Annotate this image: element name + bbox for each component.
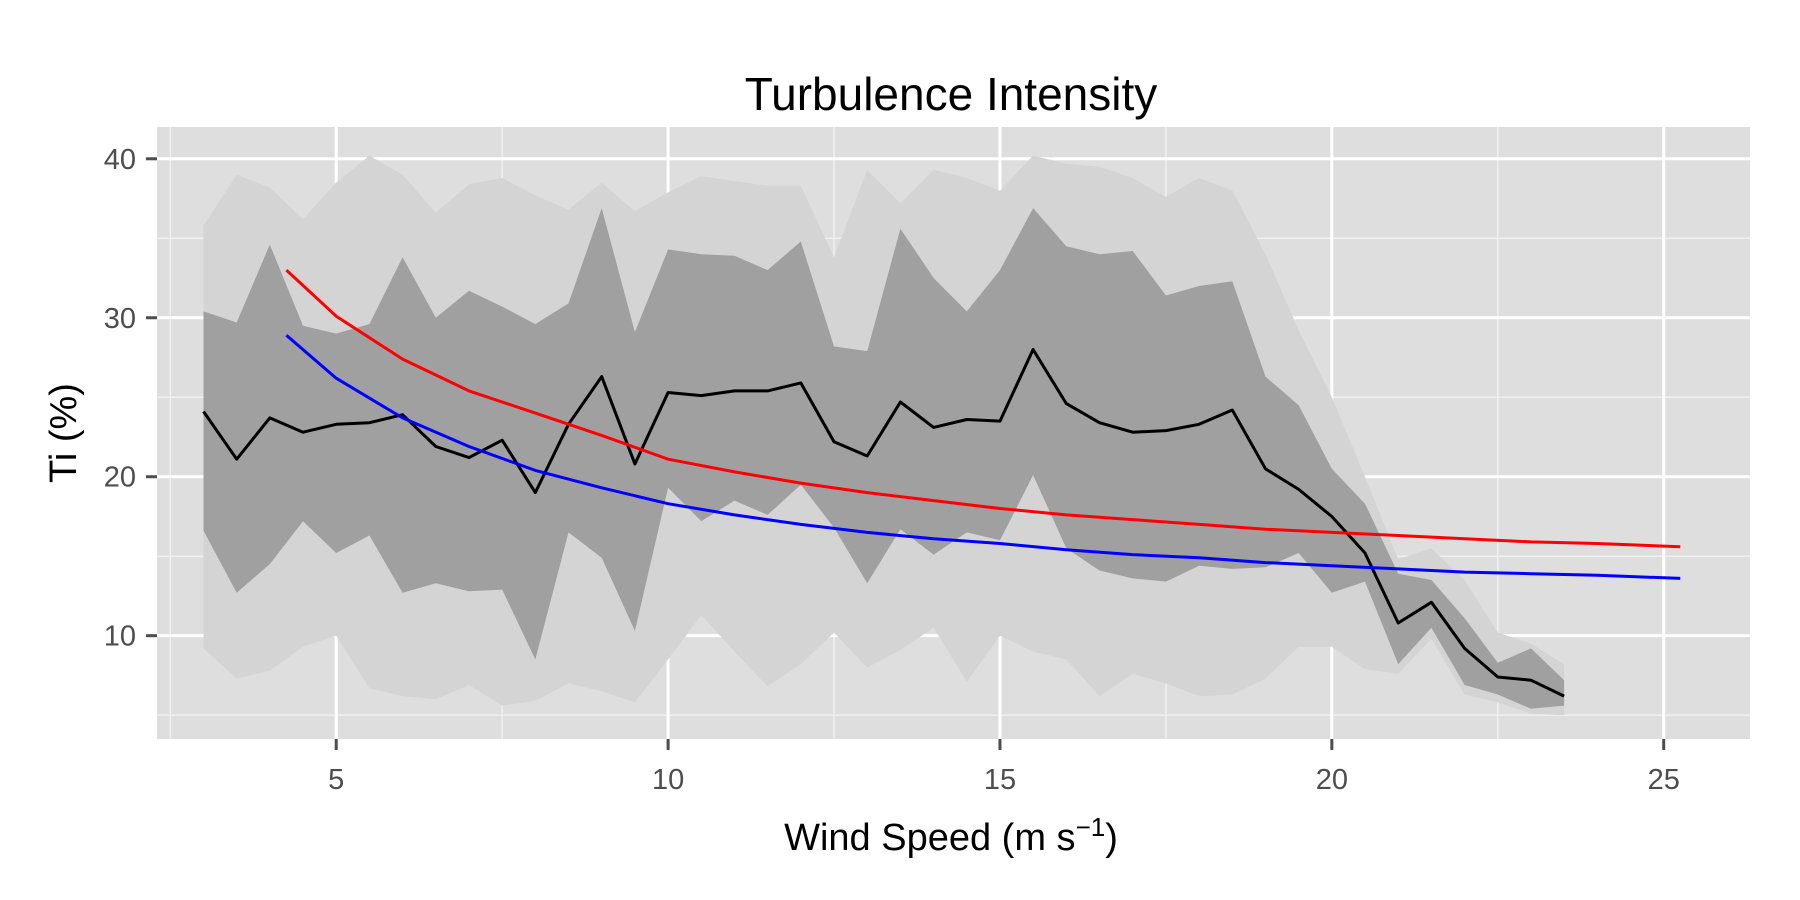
inner-percentile-band: [203, 208, 1565, 709]
x-tick-label: 20: [1316, 764, 1348, 796]
x-axis-title: Wind Speed (m s−1): [784, 812, 1118, 859]
x-axis-title-main: Wind Speed (m s: [784, 817, 1075, 859]
red-ti-curve: [285, 268, 1681, 549]
series-lines: [202, 268, 1681, 698]
y-tick-label: 40: [104, 144, 136, 176]
x-axis-title-superscript: −1: [1076, 812, 1106, 842]
chart-title: Turbulence Intensity: [745, 68, 1158, 120]
y-tick-label: 10: [104, 621, 136, 653]
x-tick-label: 10: [652, 764, 684, 796]
x-axis-title-suffix: ): [1105, 817, 1118, 859]
x-tick-label: 25: [1648, 764, 1680, 796]
percentile-bands: [203, 155, 1565, 716]
y-axis-title: Ti (%): [43, 383, 85, 483]
mean-ti-line: [202, 348, 1565, 698]
axes: 5 10 15 20 25 10 20 30 40: [104, 144, 1680, 796]
x-tick-label: 5: [328, 764, 344, 796]
x-tick-label: 15: [984, 764, 1016, 796]
y-tick-label: 30: [104, 303, 136, 335]
y-tick-label: 20: [104, 462, 136, 494]
blue-ti-curve: [285, 334, 1681, 580]
